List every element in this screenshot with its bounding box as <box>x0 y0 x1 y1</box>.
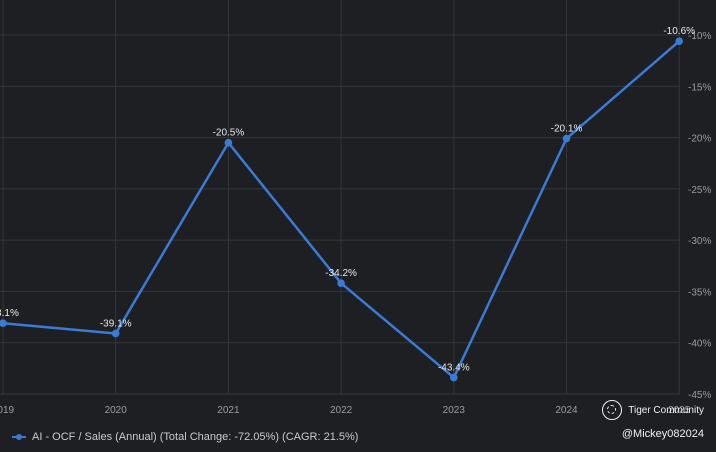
data-label: -20.5% <box>213 128 245 139</box>
x-tick-label: 2019 <box>0 405 15 416</box>
y-tick-label: -20% <box>688 134 711 145</box>
x-tick-label: 2023 <box>443 405 466 416</box>
y-tick-label: -35% <box>688 287 711 298</box>
legend-swatch <box>12 432 26 442</box>
data-labels: -38.1% -39.1% -20.5% -34.2% -43.4% -20.1% -10.… <box>0 26 695 373</box>
y-tick-label: -25% <box>688 185 711 196</box>
data-label: -38.1% <box>0 308 19 319</box>
x-tick-label: 2021 <box>217 405 240 416</box>
data-label: -10.6% <box>663 26 695 37</box>
data-point[interactable] <box>675 37 683 45</box>
legend[interactable]: AI - OCF / Sales (Annual) (Total Change:… <box>12 431 358 443</box>
data-point[interactable] <box>0 319 7 328</box>
y-tick-label: -10% <box>688 31 711 42</box>
data-point[interactable] <box>224 138 233 147</box>
data-point[interactable] <box>562 134 571 143</box>
watermark: Tiger Community <box>602 400 704 420</box>
vertical-gridlines <box>2 0 680 394</box>
x-tick-label: 2025 <box>668 405 691 416</box>
watermark-handle: @Mickey082024 <box>621 428 704 440</box>
y-tick-label: -40% <box>688 339 711 350</box>
x-tick-label: 2022 <box>330 405 353 416</box>
data-points <box>0 37 683 382</box>
legend-label: AI - OCF / Sales (Annual) (Total Change:… <box>32 431 359 443</box>
data-point[interactable] <box>111 329 120 338</box>
tiger-logo-icon <box>602 400 623 420</box>
watermark-brand: Tiger Community <box>628 404 704 416</box>
x-tick-label: 2024 <box>555 405 578 416</box>
horizontal-gridlines <box>0 34 680 395</box>
data-label: -43.4% <box>438 363 470 374</box>
y-axis-ticks: -10% -15% -20% -25% -30% -35% -40% -45% <box>688 31 711 401</box>
data-label: -20.1% <box>551 124 583 135</box>
data-label: -39.1% <box>100 318 132 329</box>
x-axis-ticks: 2019 2020 2021 2022 2023 2024 2025 <box>0 405 691 416</box>
data-label: -34.2% <box>325 268 357 279</box>
y-tick-label: -45% <box>688 390 711 401</box>
x-tick-label: 2020 <box>105 405 128 416</box>
y-tick-label: -15% <box>688 82 711 93</box>
data-point[interactable] <box>450 373 458 382</box>
y-tick-label: -30% <box>688 236 711 247</box>
data-point[interactable] <box>337 279 345 288</box>
